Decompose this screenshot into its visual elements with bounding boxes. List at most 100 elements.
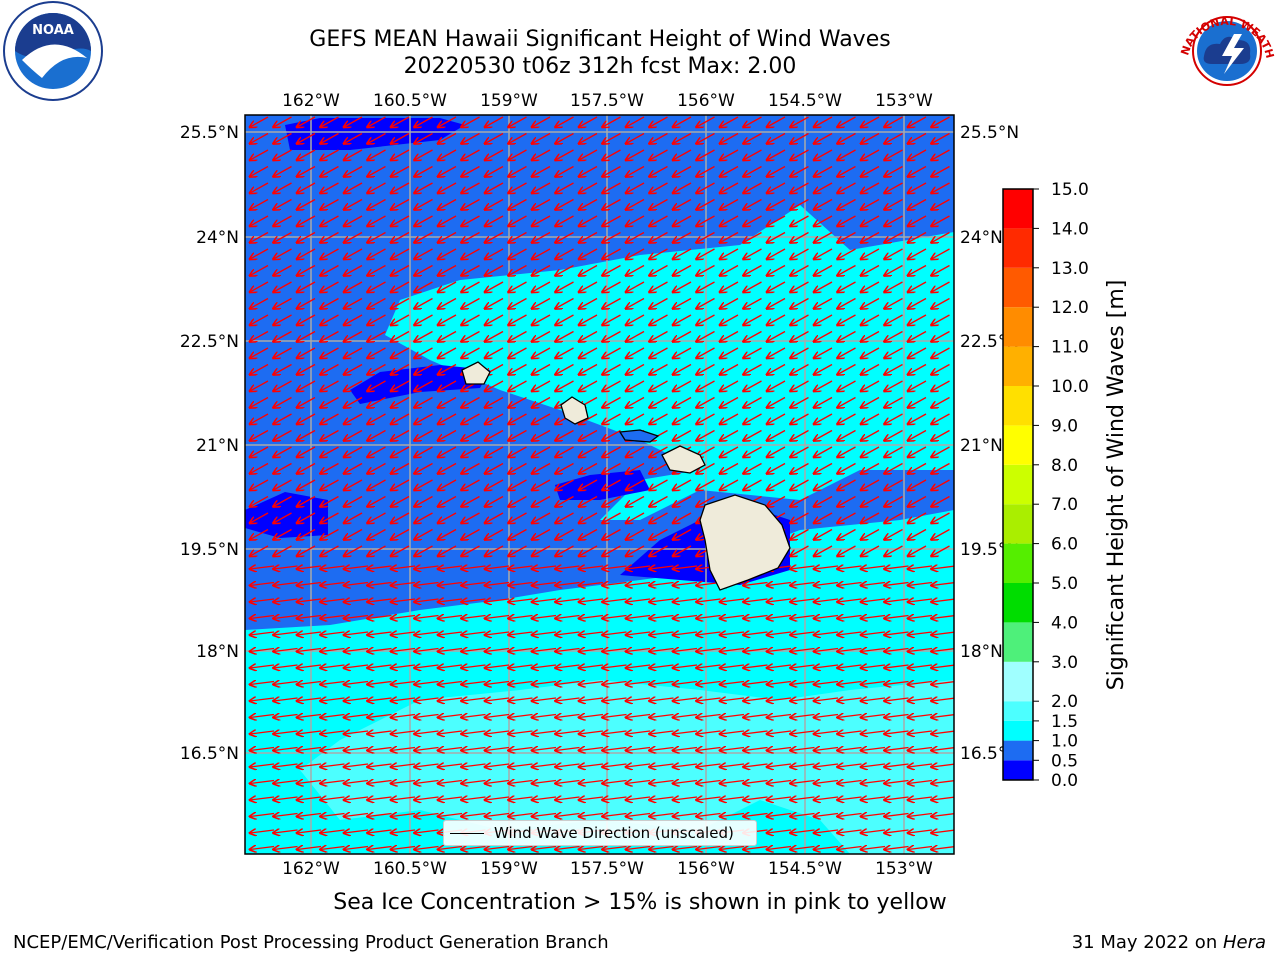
wind-wave-arrow <box>391 149 410 160</box>
wind-wave-arrow <box>673 132 692 144</box>
wind-wave-arrow <box>673 264 692 276</box>
wind-wave-arrow <box>462 446 480 457</box>
wind-wave-arrow <box>838 182 856 193</box>
wind-wave-arrow <box>908 281 927 292</box>
footer-host: Hera <box>1222 932 1266 953</box>
wind-wave-arrow <box>438 380 457 391</box>
wind-wave-arrow <box>603 281 621 292</box>
wind-wave-arrow <box>485 297 504 309</box>
wind-wave-arrow <box>344 583 369 586</box>
wind-wave-arrow <box>767 616 792 619</box>
wind-wave-arrow <box>297 528 316 540</box>
lat-tick-right: 18°N <box>960 642 1003 662</box>
wind-wave-arrow <box>720 479 739 490</box>
wind-wave-arrow <box>861 165 880 177</box>
wind-wave-arrow <box>415 479 433 490</box>
wind-wave-arrow <box>603 215 621 226</box>
wind-wave-arrow <box>626 198 645 210</box>
wind-wave-arrow <box>415 566 439 569</box>
wind-wave-arrow <box>885 429 903 441</box>
wind-wave-arrow <box>791 314 809 325</box>
wind-wave-arrow <box>650 380 668 391</box>
wind-wave-arrow <box>908 231 927 243</box>
wind-wave-arrow <box>579 413 598 424</box>
wind-wave-arrow <box>438 462 457 474</box>
wind-wave-arrow <box>368 132 386 144</box>
wind-wave-arrow <box>509 231 527 243</box>
wind-wave-arrow <box>603 632 627 635</box>
wind-wave-arrow <box>321 165 339 177</box>
wind-wave-arrow <box>509 198 527 210</box>
wind-wave-arrow <box>250 330 269 342</box>
wind-wave-arrow <box>556 297 574 309</box>
lon-tick-bottom: 162°W <box>282 859 340 879</box>
wind-wave-arrow <box>462 479 480 490</box>
wind-wave-arrow <box>932 512 950 523</box>
wind-wave-arrow <box>321 231 339 243</box>
wind-wave-arrow <box>814 462 833 474</box>
wind-wave-arrow <box>415 462 433 474</box>
wind-wave-arrow <box>697 281 715 292</box>
wind-wave-arrow <box>838 149 856 160</box>
wind-wave-arrow <box>532 446 551 457</box>
wind-wave-arrow <box>344 116 363 127</box>
wind-wave-arrow <box>767 314 786 325</box>
wind-wave-arrow <box>838 616 862 619</box>
wind-wave-arrow <box>415 446 433 457</box>
wind-wave-arrow <box>509 363 527 375</box>
wind-wave-arrow <box>697 330 715 342</box>
wind-wave-arrow <box>697 231 715 243</box>
wind-wave-arrow <box>509 281 527 292</box>
wind-wave-arrow <box>250 545 269 556</box>
wind-wave-arrow <box>791 495 809 507</box>
wind-wave-arrow <box>532 583 557 586</box>
wind-wave-arrow <box>650 330 668 342</box>
wind-wave-arrow <box>391 429 410 441</box>
wind-wave-arrow <box>908 545 927 556</box>
wind-wave-arrow <box>932 462 950 474</box>
colorbar-label: Significant Height of Wind Waves [m] <box>1104 280 1129 691</box>
colorbar-tick-label: 9.0 <box>1051 416 1078 436</box>
wind-wave-arrow <box>885 347 903 358</box>
wind-wave-arrow <box>250 462 269 474</box>
wind-wave-arrow <box>532 182 551 193</box>
wind-wave-arrow <box>791 182 809 193</box>
lat-tick-left: 18°N <box>196 642 239 662</box>
wind-wave-arrow <box>509 566 533 569</box>
wind-wave-arrow <box>626 297 645 309</box>
wind-wave-arrow <box>438 347 457 358</box>
wind-wave-arrow <box>955 764 979 767</box>
wind-wave-arrow <box>462 198 480 210</box>
wind-wave-arrow <box>485 182 504 193</box>
wind-wave-arrow <box>438 632 463 635</box>
wind-wave-arrow <box>274 264 292 276</box>
wind-wave-arrow <box>556 446 574 457</box>
wind-wave-arrow <box>391 583 416 586</box>
wind-wave-arrow <box>415 512 433 523</box>
colorbar-tick-label: 12.0 <box>1051 298 1089 318</box>
lon-tick-bottom: 156°W <box>677 859 735 879</box>
colorbar-tick-label: 2.0 <box>1051 692 1078 712</box>
wind-wave-arrow <box>767 116 786 127</box>
chart-subtitle: 20220530 t06z 312h fcst Max: 2.00 <box>403 54 797 79</box>
wind-wave-arrow <box>814 215 833 226</box>
wind-wave-arrow <box>955 150 973 160</box>
wind-wave-arrow <box>885 396 903 408</box>
wind-wave-arrow <box>579 314 598 325</box>
wind-wave-arrow <box>415 215 433 226</box>
wind-wave-arrow <box>744 446 762 457</box>
wind-wave-arrow <box>885 330 903 342</box>
wind-wave-arrow <box>814 512 833 523</box>
wind-wave-arrow <box>274 380 292 391</box>
wind-wave-arrow <box>462 583 486 586</box>
wind-wave-arrow <box>250 599 275 602</box>
wind-wave-arrow <box>908 215 927 226</box>
wind-wave-arrow <box>391 413 410 424</box>
colorbar-segment <box>1003 583 1033 623</box>
wind-wave-arrow <box>885 380 903 391</box>
wind-wave-arrow <box>838 545 856 556</box>
wind-wave-arrow <box>767 583 792 586</box>
noaa-logo: NOAA <box>3 1 103 101</box>
wind-wave-arrow <box>321 599 345 602</box>
wind-wave-arrow <box>344 215 363 226</box>
